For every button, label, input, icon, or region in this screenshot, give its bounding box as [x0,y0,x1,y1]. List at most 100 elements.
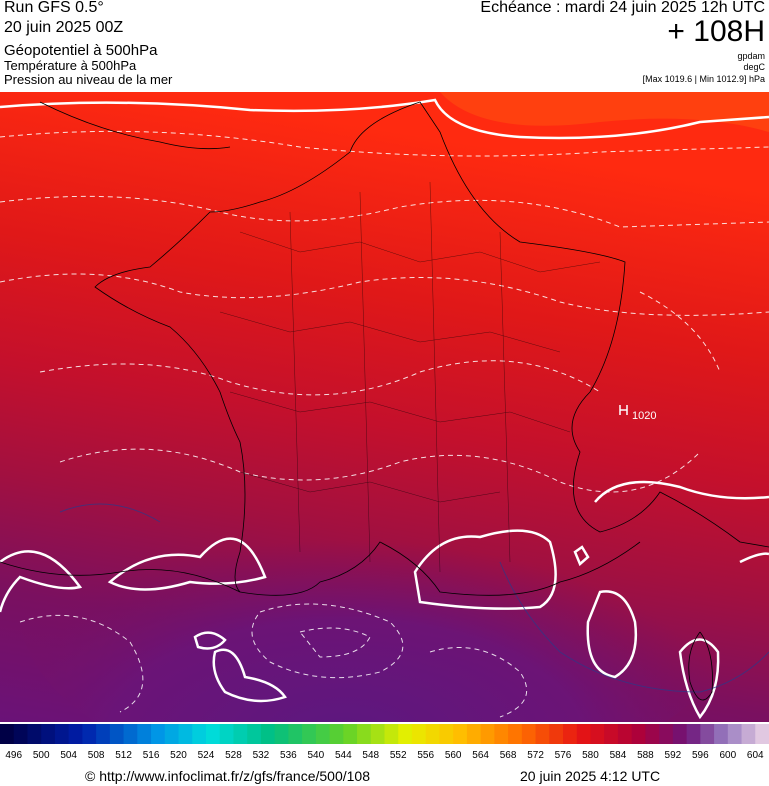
colorbar-cell [480,724,495,744]
colorbar-cell [27,724,42,744]
run-date: 20 juin 2025 00Z [4,19,124,36]
high-label: 1020 [632,410,656,422]
colorbar-cell [741,724,756,744]
colorbar-cell [260,724,276,744]
pressure-range: [Max 1019.6 | Min 1012.9] hPa [642,74,765,84]
colorbar-cell [68,724,83,744]
colorbar-cell [54,724,70,744]
colorbar-cell [137,724,152,744]
colorbar-cell [205,724,221,744]
colorbar-cell [151,724,166,744]
colorbar-label: 584 [610,750,627,761]
high-marker [619,405,628,415]
coastline [0,101,769,701]
colorbar-label: 600 [719,750,736,761]
colorbar-cell [563,724,578,744]
colorbar-label: 548 [362,750,379,761]
colorbar-label: 528 [225,750,242,761]
colorbar-cell [329,724,344,744]
colorbar-cell [590,724,605,744]
field-band [20,432,740,722]
colorbar-cell [411,724,427,744]
colorbar-cell [288,724,303,744]
colorbar-cell [247,724,262,744]
colorbar-label: 524 [198,750,215,761]
map: 1020 [0,92,769,722]
colorbar-label: 604 [747,750,764,761]
isotherms [0,130,769,718]
colorbar-cell [357,724,372,744]
colorbar-cell [192,724,207,744]
colorbar-cell [755,724,769,744]
colorbar-cell [617,724,633,744]
borders [219,181,601,573]
colorbar-cell [219,724,234,744]
colorbar-label: 556 [417,750,434,761]
colorbar-cell [370,724,385,744]
footer-url: © http://www.infoclimat.fr/z/gfs/france/… [85,768,370,784]
colorbar-cell [274,724,289,744]
colorbar-cell [645,724,660,744]
valid-time: Echéance : mardi 24 juin 2025 12h UTC [480,0,765,16]
colorbar-cell [233,724,248,744]
colorbar-cell [164,724,180,744]
colorbar-cell [453,724,468,744]
colorbar-cell [315,724,331,744]
colorbar-cell [398,724,413,744]
colorbar-label: 512 [115,750,132,761]
colorbar-cell [521,724,537,744]
layer-label: Pression au niveau de la mer [4,72,173,87]
colorbar-label: 572 [527,750,544,761]
unit-label: degC [743,62,765,72]
colorbar-label: 500 [33,750,50,761]
colorbar-cell [425,724,440,744]
contours [0,98,769,720]
colorbar-label: 532 [253,750,270,761]
colorbar-cell [672,724,688,744]
colorbar-label: 544 [335,750,352,761]
colorbar-label: 596 [692,750,709,761]
colorbar-label: 576 [555,750,572,761]
colorbar-label: 564 [472,750,489,761]
colorbar-label: 552 [390,750,407,761]
colorbar-cell [494,724,509,744]
colorbar-label: 504 [60,750,77,761]
colorbar-cell [41,724,56,744]
colorbar-label: 592 [665,750,682,761]
colorbar-cell [631,724,646,744]
lead-time: + 108H [667,15,765,48]
field-band [440,92,769,132]
colorbar-label: 560 [445,750,462,761]
layer-label: Température à 500hPa [4,58,137,73]
colorbar-label: 520 [170,750,187,761]
colorbar: 496 500 504 508 512 516 520 524 528 532 536 540 544 5… [0,724,769,761]
colorbar-cell [576,724,591,744]
layer-label: Géopotentiel à 500hPa [4,42,158,59]
colorbar-cell [0,724,15,744]
colorbar-cell [535,724,550,744]
colorbar-label: 508 [88,750,105,761]
colorbar-cell [96,724,111,744]
colorbar-cell [686,724,701,744]
colorbar-cell [123,724,138,744]
unit-label: gpdam [737,51,765,61]
colorbar-cell [466,724,482,744]
colorbar-cell [604,724,619,744]
footer-timestamp: 20 juin 2025 4:12 UTC [520,768,661,784]
colorbar-cell [13,724,28,744]
colorbar-cell [343,724,358,744]
colorbar-cell [659,724,674,744]
colorbar-cell [727,724,743,744]
colorbar-label: 516 [143,750,160,761]
colorbar-label: 588 [637,750,654,761]
isobars [59,503,769,693]
run-title: Run GFS 0.5° [4,0,104,16]
colorbar-cell [302,724,317,744]
colorbar-cell [109,724,125,744]
colorbar-cell [82,724,97,744]
colorbar-cell [178,724,193,744]
colorbar-cell [439,724,454,744]
colorbar-label: 496 [5,750,22,761]
colorbar-cell [714,724,729,744]
